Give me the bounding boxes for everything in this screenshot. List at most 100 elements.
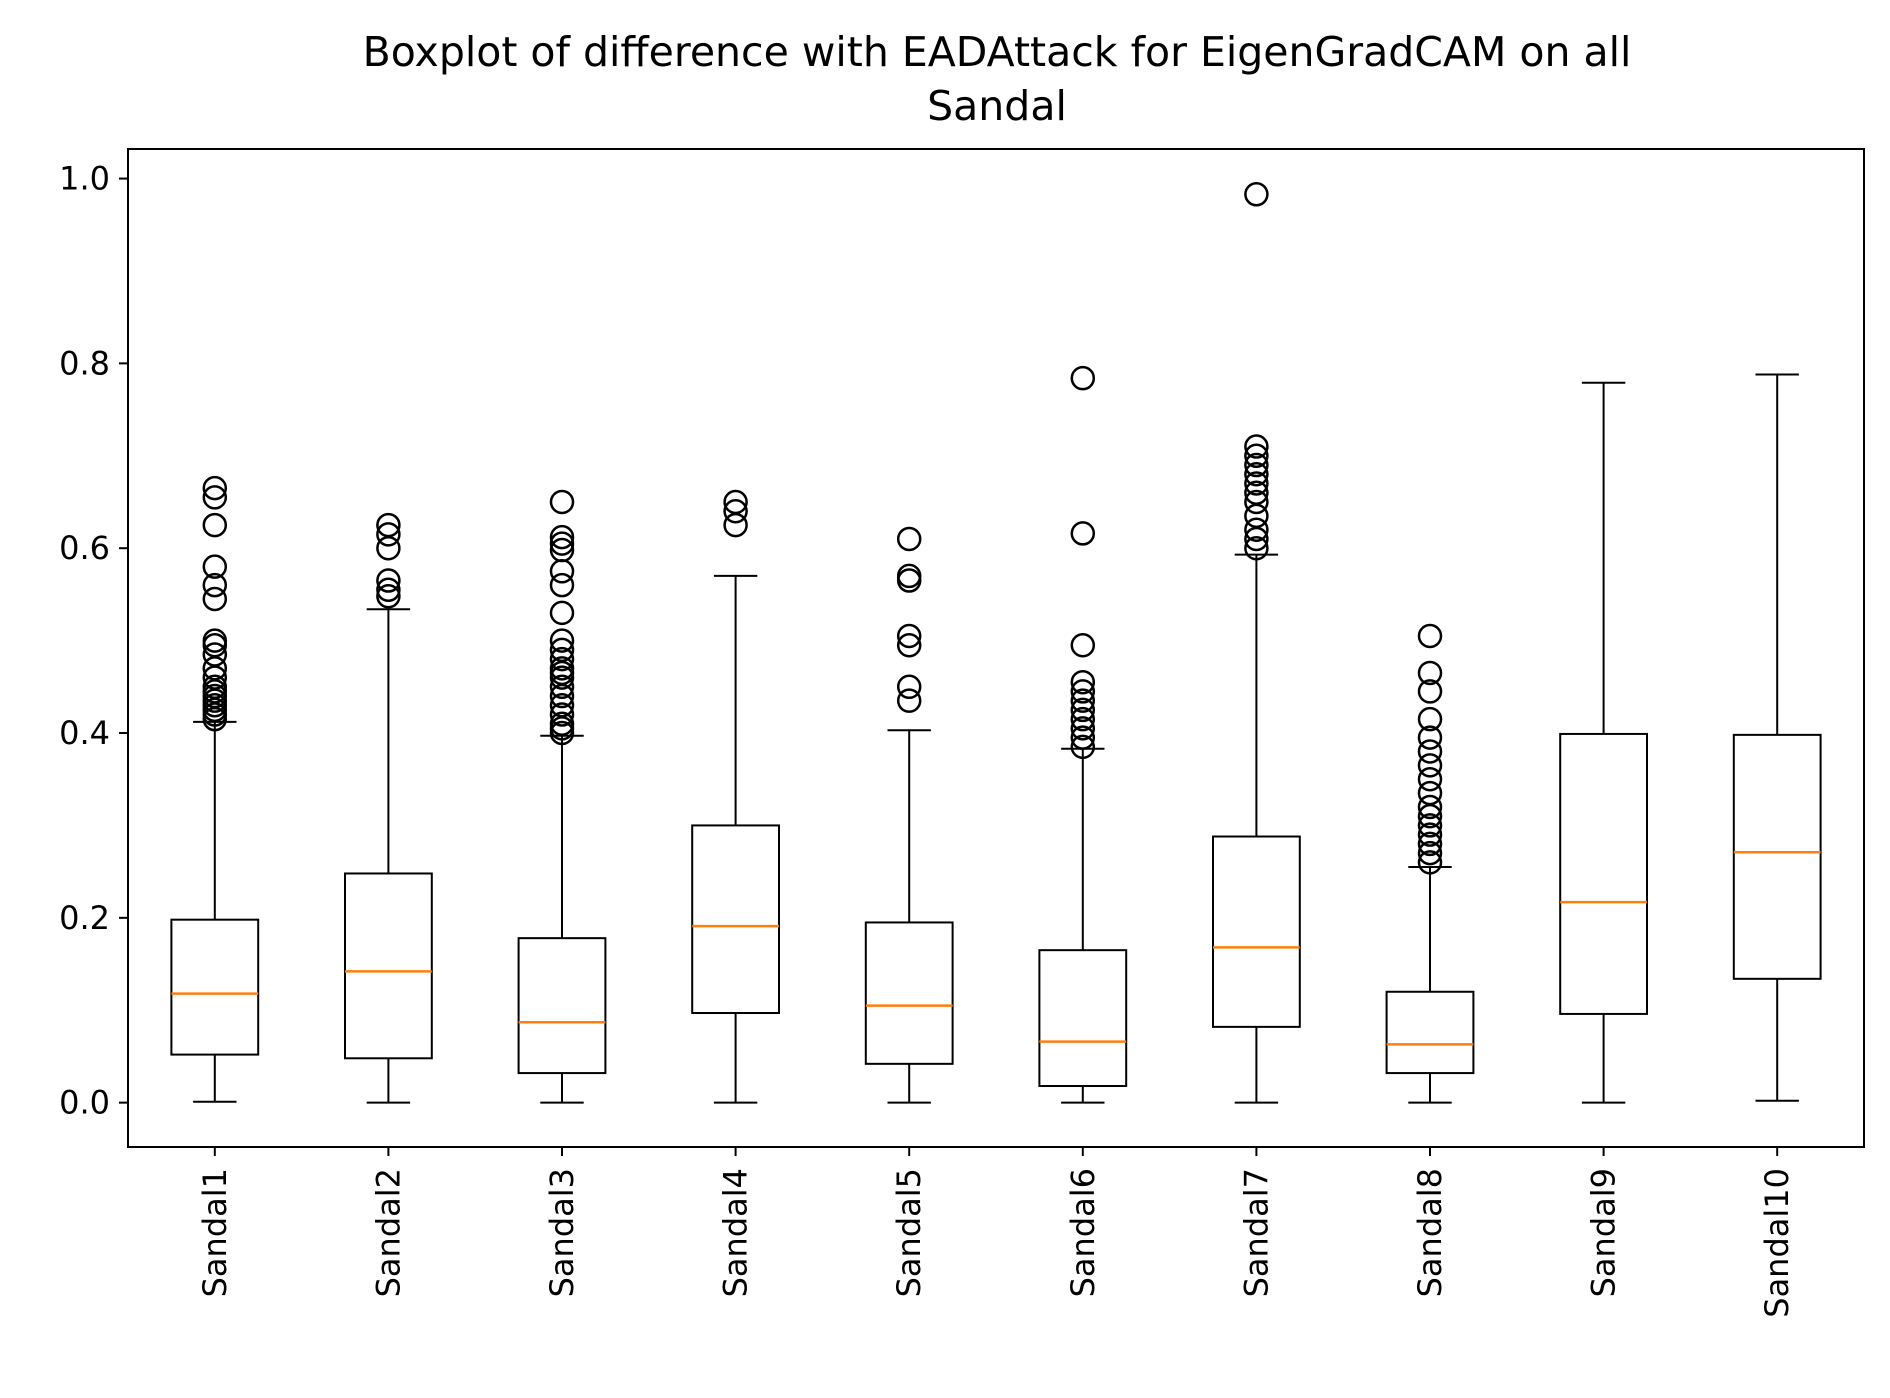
outlier-point <box>1244 443 1269 469</box>
outlier-point <box>202 485 228 510</box>
outlier-point <box>1417 725 1443 750</box>
box-group-2 <box>344 512 433 1104</box>
outlier-point <box>549 683 575 709</box>
x-tick-label: Sandal1 <box>196 1168 234 1297</box>
chart-title-line-1: Boxplot of difference with EADAttack for… <box>363 28 1632 76</box>
outlier-point <box>549 524 575 550</box>
y-tick-label: 0.0 <box>59 1084 110 1122</box>
x-tick-label: Sandal6 <box>1064 1168 1102 1297</box>
y-tick-label: 0.8 <box>59 344 110 382</box>
outlier-point <box>1417 753 1443 778</box>
iqr-box <box>1212 835 1301 1028</box>
outlier-point <box>1070 697 1096 723</box>
outlier-point <box>376 584 401 609</box>
outlier-point <box>549 674 575 700</box>
outlier-point <box>1070 725 1096 750</box>
chart-title: Boxplot of difference with EADAttack for… <box>363 28 1632 130</box>
outlier-point <box>1417 850 1443 875</box>
outlier-point <box>1417 840 1443 866</box>
outlier-point <box>1417 623 1443 649</box>
outlier-point <box>896 632 922 658</box>
plot-area-frame <box>127 148 1865 1148</box>
y-tick-label: 0.6 <box>59 529 110 567</box>
outlier-point <box>549 572 575 598</box>
outlier-point <box>202 572 228 598</box>
outlier-point <box>376 522 401 547</box>
x-tick-label: Sandal4 <box>717 1168 755 1297</box>
outlier-point <box>202 706 228 732</box>
outlier-point <box>202 586 228 612</box>
box-group-9 <box>1559 381 1648 1104</box>
outlier-point <box>1417 660 1443 686</box>
outlier-point <box>1244 517 1269 542</box>
outlier-point <box>1070 688 1096 713</box>
outlier-point <box>549 531 575 556</box>
outlier-point <box>549 702 575 727</box>
outlier-point <box>1070 669 1096 695</box>
outlier-point <box>1244 535 1269 561</box>
outlier-point <box>549 559 575 584</box>
outlier-point <box>896 526 922 552</box>
box-group-8 <box>1385 623 1475 1104</box>
outlier-point <box>549 720 575 746</box>
chart-title-line-2: Sandal <box>927 82 1067 130</box>
x-tick-label: Sandal7 <box>1237 1168 1275 1297</box>
outlier-point <box>896 568 922 593</box>
outlier-point <box>202 475 228 501</box>
iqr-box <box>344 872 433 1060</box>
outlier-point <box>1244 471 1269 496</box>
box-group-3 <box>517 489 607 1104</box>
outlier-point <box>1417 822 1443 847</box>
box-group-5 <box>864 526 954 1104</box>
box-group-10 <box>1732 373 1822 1102</box>
y-tick-label: 0.4 <box>59 714 110 752</box>
outlier-point <box>896 688 922 713</box>
box-group-4 <box>691 489 781 1104</box>
outlier-point <box>1244 462 1269 487</box>
outlier-point <box>1417 831 1443 857</box>
x-tick-label: Sandal3 <box>543 1168 581 1297</box>
outlier-point <box>202 554 228 579</box>
box-group-1 <box>170 475 260 1103</box>
outlier-point <box>1417 803 1443 829</box>
outlier-point <box>549 600 575 626</box>
box-group-7 <box>1212 182 1301 1104</box>
outlier-point <box>202 512 228 538</box>
outlier-point <box>896 623 922 649</box>
outlier-point <box>1417 794 1443 820</box>
outlier-point <box>723 512 748 538</box>
outlier-point <box>549 665 575 690</box>
y-tick-label: 0.2 <box>59 899 110 937</box>
outlier-point <box>549 646 575 672</box>
iqr-box <box>1038 949 1128 1088</box>
outlier-point <box>1417 813 1443 838</box>
iqr-box <box>691 824 781 1015</box>
iqr-box <box>1385 990 1475 1075</box>
outlier-point <box>1417 739 1443 764</box>
y-axis: 0.0 0.2 0.4 0.6 0.8 1.0 <box>59 160 128 1122</box>
x-tick-label: Sandal5 <box>890 1168 928 1297</box>
x-tick-label: Sandal8 <box>1411 1168 1449 1297</box>
x-tick-label: Sandal2 <box>369 1168 407 1297</box>
outlier-point <box>1070 734 1096 760</box>
outlier-point <box>549 628 575 653</box>
iqr-box <box>864 921 954 1065</box>
x-axis: Sandal1 Sandal2 Sandal3 Sandal4 Sandal5 Sanda… <box>196 1147 1796 1318</box>
iqr-box <box>1732 733 1822 980</box>
outlier-point <box>1417 706 1443 732</box>
x-tick-label: Sandal9 <box>1585 1168 1623 1297</box>
x-tick-label: Sandal10 <box>1758 1168 1796 1318</box>
y-tick-label: 1.0 <box>59 160 110 198</box>
outlier-point <box>1070 679 1096 704</box>
outlier-point <box>1417 679 1443 704</box>
outlier-point <box>1070 632 1096 658</box>
outlier-point <box>549 489 575 515</box>
outlier-point <box>723 498 748 524</box>
outlier-point <box>1070 365 1096 391</box>
outlier-point <box>1244 182 1269 207</box>
outlier-point <box>1244 489 1269 515</box>
iqr-box <box>170 918 260 1056</box>
outlier-point <box>896 563 922 589</box>
outlier-point <box>1070 716 1096 741</box>
